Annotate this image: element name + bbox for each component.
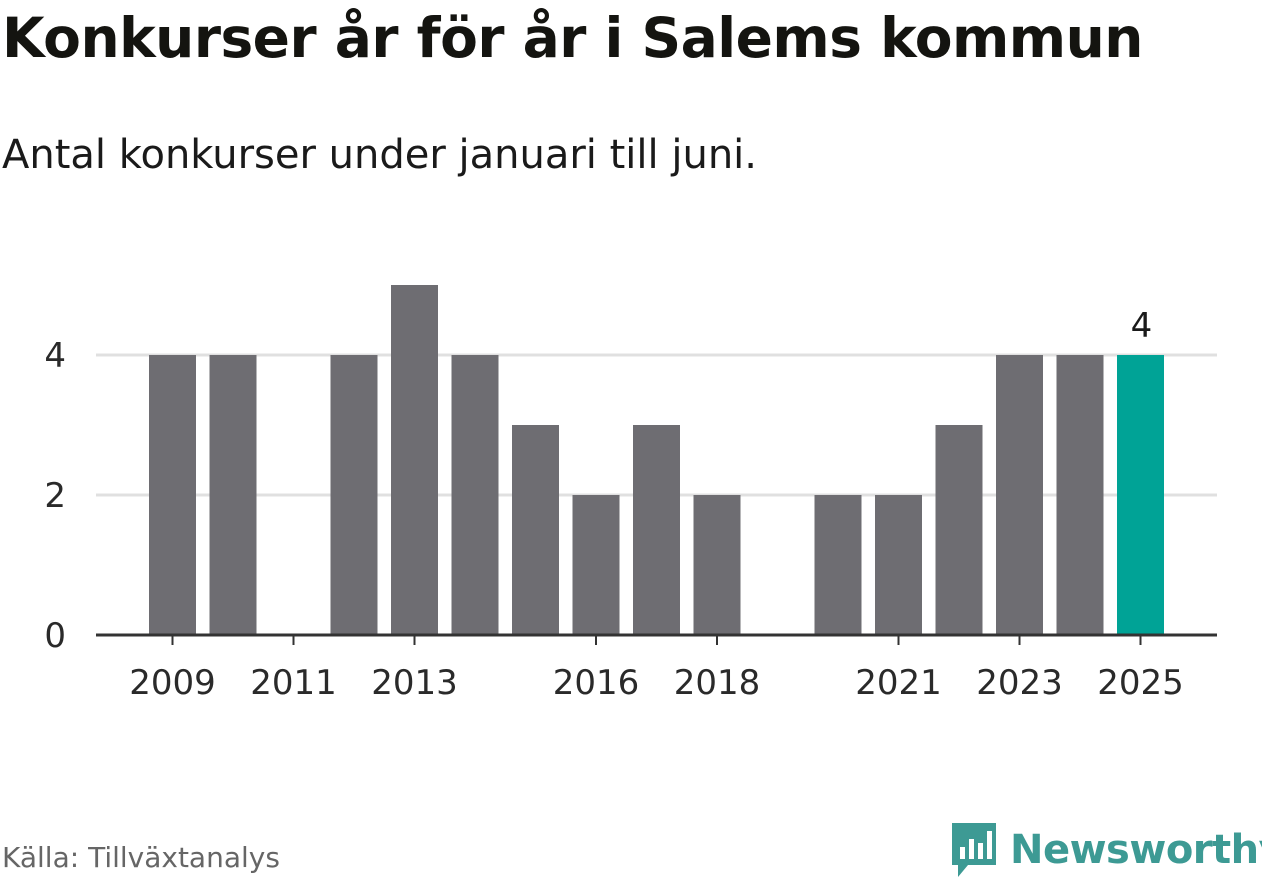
source-note: Källa: Tillväxtanalys xyxy=(2,841,280,874)
bar-2015 xyxy=(512,425,559,635)
y-tick-label: 0 xyxy=(44,616,66,656)
bar-2024 xyxy=(1056,355,1104,635)
bar-2009 xyxy=(149,355,196,635)
bar-chart: 0 2 4 2009 2011 2013 2016 2018 2021 2023 2025 4 xyxy=(44,285,1217,703)
data-label: 4 xyxy=(1131,306,1153,346)
bar-2013 xyxy=(391,285,438,635)
chart-title: Konkurser år för år i Salems kommun xyxy=(2,6,1143,70)
bar-2014 xyxy=(451,355,499,635)
bar-2021 xyxy=(875,495,922,635)
bar-2012 xyxy=(330,355,378,635)
bar-2023 xyxy=(996,355,1043,635)
chart-subtitle: Antal konkurser under januari till juni. xyxy=(2,132,757,178)
x-tick-label: 2011 xyxy=(250,663,337,703)
bar-2016 xyxy=(572,495,620,635)
brand-name: Newsworthy xyxy=(1010,827,1262,873)
bars xyxy=(149,285,1164,635)
bar-2020 xyxy=(814,495,862,635)
bar-2017 xyxy=(633,425,680,635)
axes xyxy=(96,633,1217,645)
x-tick-label: 2013 xyxy=(371,663,458,703)
labels: 0 2 4 2009 2011 2013 2016 2018 2021 2023 2025 4 xyxy=(44,306,1183,703)
x-tick-label: 2009 xyxy=(129,663,216,703)
x-tick-label: 2021 xyxy=(855,663,942,703)
bar-2025 xyxy=(1117,355,1164,635)
x-tick-label: 2023 xyxy=(976,663,1063,703)
bar-2010 xyxy=(209,355,257,635)
brand-logo: Newsworthy xyxy=(950,820,1262,880)
x-tick-label: 2018 xyxy=(674,663,761,703)
bar-2018 xyxy=(693,495,741,635)
y-tick-label: 4 xyxy=(44,336,66,376)
bar-2022 xyxy=(935,425,983,635)
newsworthy-logo-icon xyxy=(952,823,996,877)
x-tick-label: 2016 xyxy=(553,663,640,703)
y-tick-label: 2 xyxy=(44,476,66,516)
x-tick-label: 2025 xyxy=(1097,663,1184,703)
